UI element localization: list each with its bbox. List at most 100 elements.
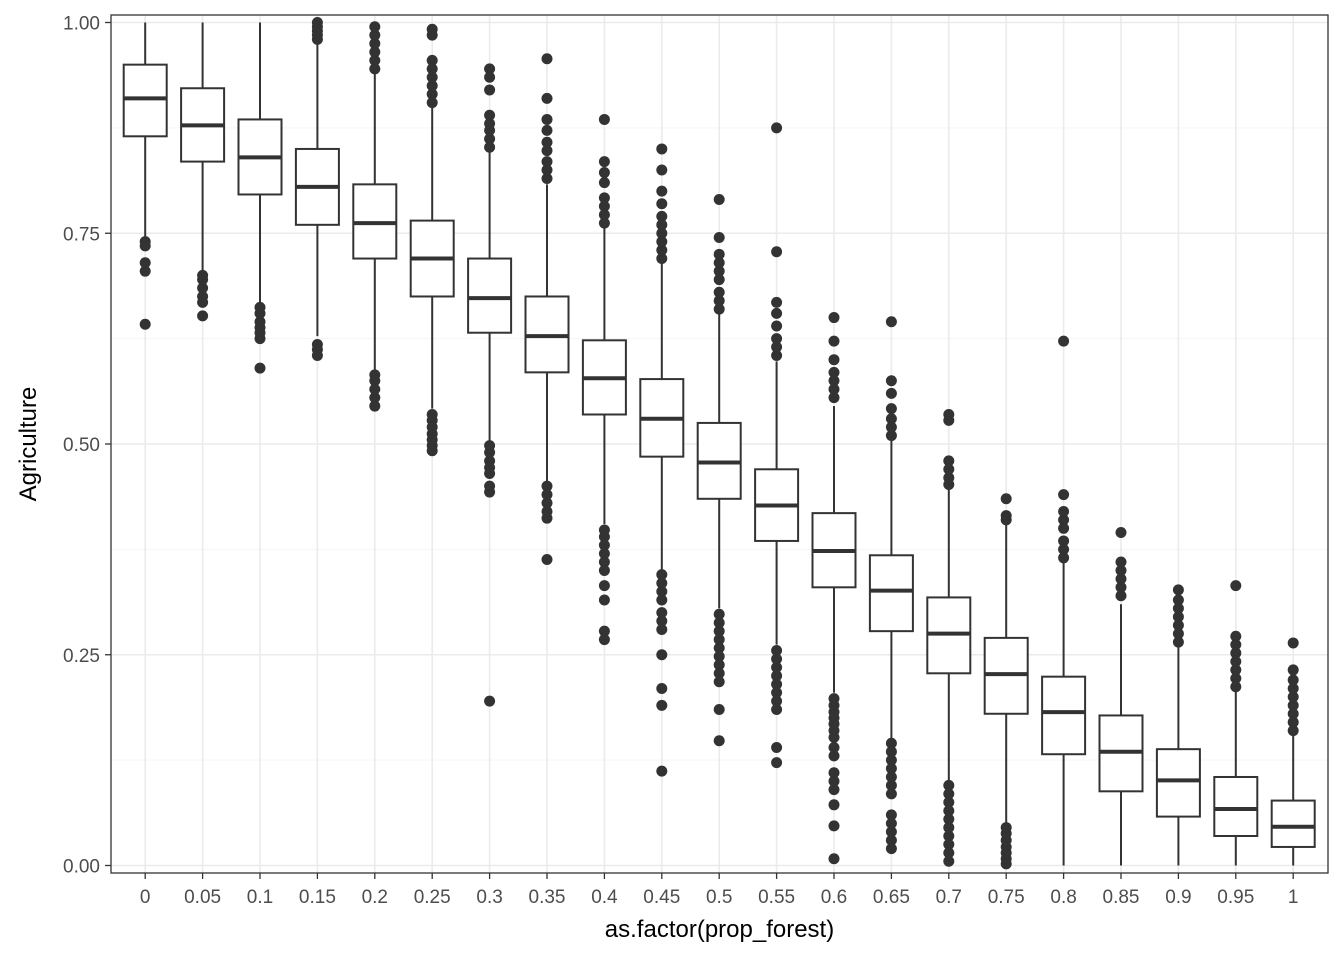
- box-group: [696, 194, 742, 747]
- outlier-point: [484, 63, 496, 75]
- outlier-point: [484, 118, 496, 130]
- outlier-point: [656, 164, 668, 176]
- outlier-point: [771, 349, 783, 361]
- outlier-point: [713, 274, 725, 286]
- outlier-point: [1058, 552, 1070, 564]
- outlier-point: [541, 553, 553, 565]
- outlier-point: [713, 625, 725, 637]
- outlier-point: [541, 156, 553, 168]
- outlier-point: [139, 265, 151, 277]
- box-iqr: [1041, 675, 1087, 756]
- outlier-point: [771, 341, 783, 353]
- outlier-point: [1058, 543, 1070, 555]
- outlier-point: [656, 577, 668, 589]
- outlier-point: [828, 383, 840, 395]
- outlier-point: [197, 274, 209, 286]
- outlier-point: [771, 296, 783, 308]
- outlier-point: [656, 143, 668, 155]
- outlier-point: [1172, 602, 1184, 614]
- x-tick-label: 0.85: [1103, 887, 1140, 908]
- outlier-point: [771, 645, 783, 657]
- outlier-point: [598, 556, 610, 568]
- outlier-point: [885, 779, 897, 791]
- outlier-point: [828, 784, 840, 796]
- outlier-point: [598, 209, 610, 221]
- box-group: [926, 408, 972, 867]
- outlier-point: [484, 446, 496, 458]
- outlier-point: [713, 257, 725, 269]
- outlier-point: [771, 687, 783, 699]
- box-group: [1213, 580, 1259, 866]
- y-tick-label: 0.75: [63, 224, 100, 245]
- outlier-point: [656, 210, 668, 222]
- outlier-point: [885, 316, 897, 328]
- outlier-point: [311, 17, 323, 28]
- outlier-point: [598, 539, 610, 551]
- outlier-point: [426, 54, 438, 66]
- outlier-point: [713, 650, 725, 662]
- outlier-point: [1230, 664, 1242, 676]
- box-group: [180, 22, 226, 322]
- outlier-point: [656, 569, 668, 581]
- outlier-point: [713, 248, 725, 260]
- outlier-point: [426, 445, 438, 457]
- box-group: [1041, 335, 1087, 866]
- outlier-point: [885, 430, 897, 442]
- outlier-point: [713, 735, 725, 747]
- outlier-point: [1230, 580, 1242, 592]
- outlier-point: [828, 731, 840, 743]
- x-tick-label: 0.4: [591, 887, 618, 908]
- outlier-point: [598, 625, 610, 637]
- outlier-point: [1287, 708, 1299, 720]
- outlier-point: [771, 246, 783, 258]
- outlier-point: [885, 746, 897, 758]
- outlier-point: [771, 320, 783, 332]
- outlier-point: [713, 231, 725, 243]
- y-axis: 0.00 0.25 0.50 0.75 1.00: [63, 14, 111, 878]
- outlier-point: [713, 295, 725, 307]
- outlier-point: [828, 392, 840, 404]
- x-tick-label: 0.65: [873, 887, 910, 908]
- outlier-point: [771, 670, 783, 682]
- box-group: [1098, 527, 1144, 866]
- outlier-point: [771, 333, 783, 345]
- x-tick-label: 0.7: [936, 887, 962, 908]
- outlier-point: [885, 834, 897, 846]
- x-tick-label: 0.3: [476, 887, 502, 908]
- x-tick-label: 0.5: [706, 887, 732, 908]
- y-tick-label: 1.00: [63, 14, 100, 35]
- outlier-point: [885, 403, 897, 415]
- x-tick-label: 0.2: [362, 887, 388, 908]
- outlier-point: [1058, 489, 1070, 501]
- outlier-point: [713, 194, 725, 206]
- outlier-point: [943, 796, 955, 808]
- outlier-point: [885, 375, 897, 387]
- x-tick-label: 0.15: [299, 887, 336, 908]
- outlier-point: [656, 682, 668, 694]
- outlier-point: [484, 109, 496, 121]
- outlier-point: [1230, 639, 1242, 651]
- box-group: [1155, 584, 1201, 866]
- outlier-point: [484, 133, 496, 145]
- outlier-point: [541, 145, 553, 157]
- box-group: [524, 53, 570, 565]
- x-tick-label: 0.8: [1050, 887, 1076, 908]
- y-tick-label: 0.50: [63, 435, 100, 456]
- outlier-point: [139, 318, 151, 330]
- outlier-point: [1115, 556, 1127, 568]
- outlier-point: [484, 695, 496, 707]
- outlier-point: [885, 788, 897, 800]
- outlier-point: [771, 122, 783, 134]
- outlier-point: [139, 240, 151, 252]
- outlier-point: [369, 54, 381, 66]
- outlier-point: [656, 594, 668, 606]
- outlier-point: [1287, 725, 1299, 737]
- y-tick-label: 0.25: [63, 646, 100, 667]
- outlier-point: [771, 695, 783, 707]
- outlier-point: [426, 80, 438, 92]
- outlier-point: [1287, 716, 1299, 728]
- outlier-point: [656, 699, 668, 711]
- box-group: [581, 113, 627, 646]
- outlier-point: [656, 219, 668, 231]
- outlier-point: [1172, 584, 1184, 596]
